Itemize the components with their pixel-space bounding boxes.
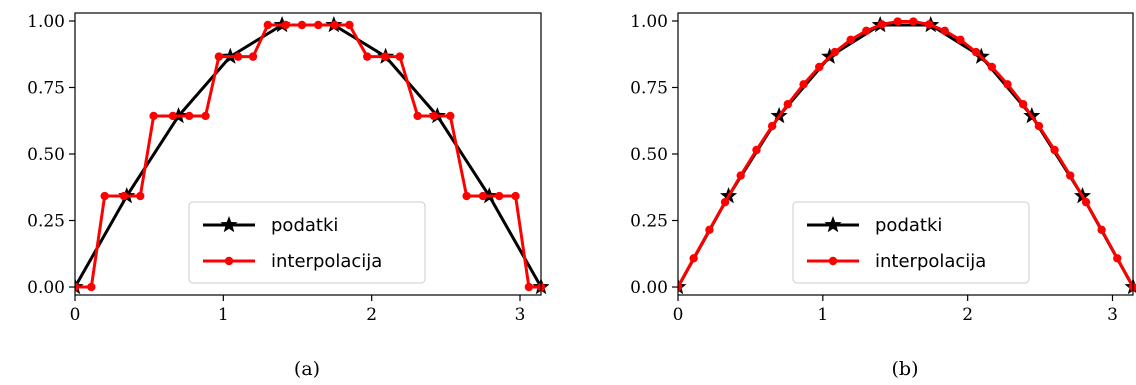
data-point — [1066, 171, 1075, 180]
data-point — [413, 111, 422, 121]
series-line-interpolacija — [678, 20, 1135, 288]
data-point — [100, 191, 109, 201]
y-tick-label: 0.50 — [27, 145, 65, 165]
data-point — [201, 111, 210, 121]
data-point — [478, 191, 488, 201]
data-point — [705, 225, 714, 235]
x-tick-label: 0 — [70, 305, 81, 325]
panel-caption: (a) — [294, 358, 320, 380]
data-point — [281, 20, 290, 30]
data-point — [429, 111, 439, 121]
legend-box — [188, 201, 426, 284]
legend: podatki interpolacija — [792, 201, 1030, 284]
data-point — [1113, 254, 1122, 263]
legend-label: interpolacija — [875, 251, 986, 272]
data-point — [720, 197, 730, 207]
data-point — [767, 121, 777, 131]
data-point — [678, 282, 683, 292]
data-point — [877, 20, 887, 29]
data-point — [940, 26, 949, 36]
data-point — [248, 52, 258, 61]
data-point — [363, 52, 372, 61]
chart-panel-1: 0 1 2 3 0.00 0.25 0.50 0.75 1.00 podatki interpola… — [27, 12, 549, 380]
data-point — [987, 62, 997, 72]
data-point — [524, 282, 534, 292]
data-point — [956, 35, 965, 45]
y-tick-label: 0.75 — [27, 78, 65, 98]
series-interpolacija — [678, 17, 1136, 292]
data-point — [799, 80, 808, 89]
chart-panel-2: 0 1 2 3 0.00 0.25 0.50 0.75 1.00 podatki interpola… — [630, 12, 1136, 380]
x-tick-label: 1 — [218, 305, 229, 325]
legend-box — [792, 201, 1030, 284]
y-tick-label: 0.25 — [630, 212, 668, 232]
data-point — [297, 20, 307, 30]
data-point — [446, 111, 455, 121]
data-point — [233, 52, 243, 61]
data-point — [1003, 80, 1012, 89]
x-tick-label: 2 — [366, 305, 377, 325]
y-tick-label: 1.00 — [27, 12, 65, 32]
x-tick-label: 3 — [1107, 305, 1118, 325]
data-point — [185, 111, 194, 121]
legend-swatch-marker — [828, 256, 838, 266]
panel-caption: (b) — [892, 358, 919, 380]
data-point — [380, 52, 390, 61]
data-point — [1081, 197, 1091, 207]
y-tick-label: 0.00 — [630, 278, 668, 298]
data-point — [330, 20, 339, 30]
data-point — [214, 52, 224, 61]
data-point — [689, 254, 698, 263]
data-point — [345, 20, 354, 30]
data-point — [1018, 100, 1028, 109]
legend: podatki interpolacija — [188, 201, 426, 284]
data-point — [395, 52, 405, 61]
data-point — [495, 191, 504, 201]
legend-swatch-marker — [824, 216, 842, 233]
series-interpolacija — [75, 20, 546, 292]
x-tick-label: 1 — [817, 305, 828, 325]
data-point — [830, 47, 840, 57]
data-point — [87, 282, 96, 292]
data-point — [783, 100, 792, 109]
data-point — [314, 20, 323, 30]
data-point — [136, 191, 145, 201]
data-point — [752, 145, 761, 155]
x-tick-label: 2 — [962, 305, 973, 325]
data-point — [119, 191, 129, 201]
x-tick-label: 0 — [673, 305, 684, 325]
legend-label: interpolacija — [271, 251, 382, 272]
data-point — [462, 191, 471, 201]
data-point — [1034, 121, 1044, 131]
data-point — [149, 111, 158, 121]
y-tick-label: 0.00 — [27, 278, 65, 298]
data-point — [1097, 225, 1106, 235]
y-tick-label: 1.00 — [630, 12, 668, 32]
data-point — [511, 191, 520, 201]
y-tick-label: 0.75 — [630, 78, 668, 98]
data-point — [815, 62, 824, 72]
data-point — [1050, 145, 1059, 155]
data-point — [168, 111, 178, 121]
data-point — [893, 17, 902, 26]
legend-label: podatki — [271, 215, 338, 236]
legend-swatch-marker — [224, 256, 234, 266]
data-point — [862, 26, 871, 36]
data-point — [909, 17, 918, 26]
legend-swatch-marker — [220, 216, 238, 233]
y-tick-label: 0.25 — [27, 212, 65, 232]
data-point — [75, 282, 80, 292]
data-point — [736, 171, 745, 180]
x-tick-label: 3 — [515, 305, 526, 325]
data-point — [846, 35, 855, 45]
data-point — [263, 20, 273, 30]
legend-label: podatki — [875, 215, 942, 236]
y-tick-label: 0.50 — [630, 145, 668, 165]
data-point — [971, 47, 981, 57]
data-point — [924, 20, 934, 29]
